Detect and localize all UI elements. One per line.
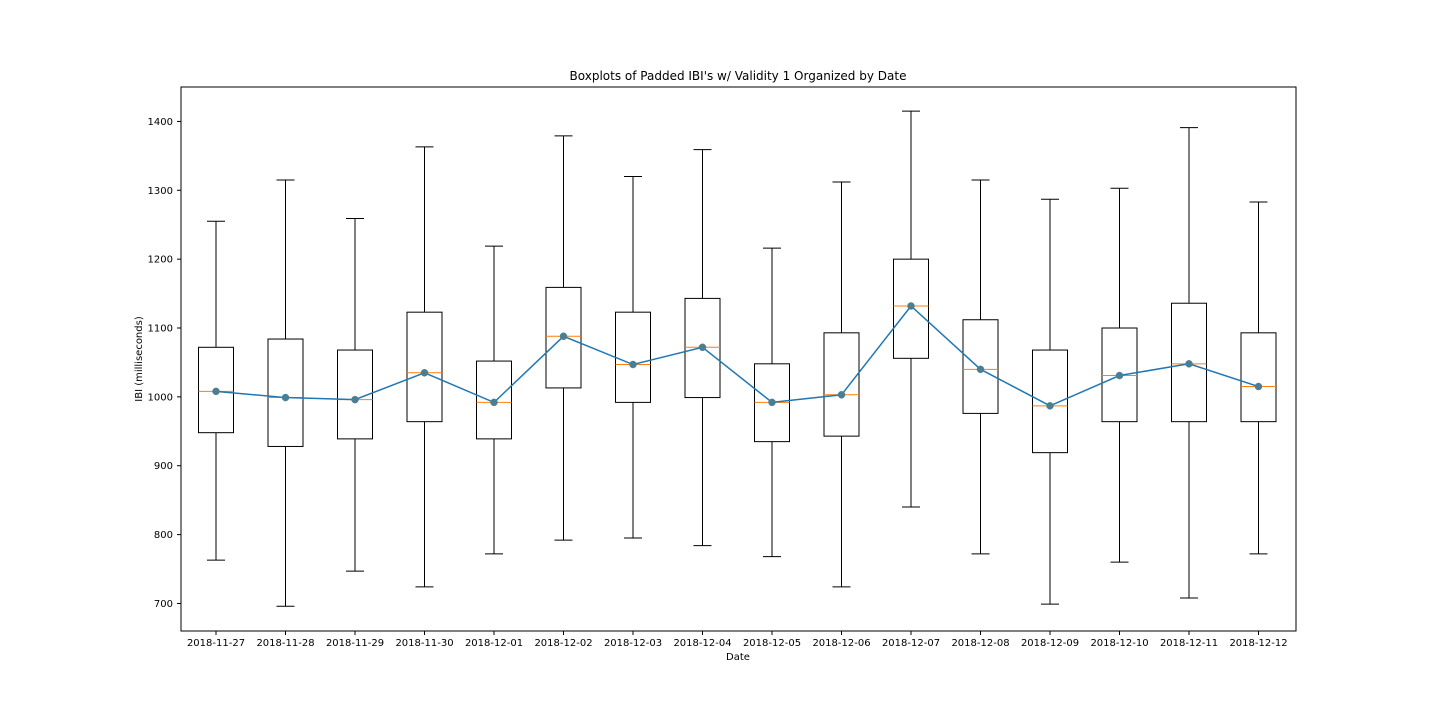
- box: [823, 332, 860, 437]
- series-point: [837, 391, 846, 399]
- series-point: [490, 398, 498, 407]
- x-tick-label: 2018-12-02: [534, 638, 592, 649]
- x-tick-label: 2018-11-28: [256, 638, 314, 649]
- y-tick-label: 1200: [148, 255, 173, 266]
- series-point: [907, 302, 915, 310]
- box: [1171, 302, 1207, 423]
- series-point: [976, 365, 985, 374]
- x-tick-label: 2018-12-06: [812, 638, 870, 649]
- boxplot-2018-12-11: [1171, 127, 1207, 599]
- series-point: [281, 393, 290, 402]
- y-tick-label: 900: [154, 461, 173, 472]
- boxplot-2018-12-01: [476, 245, 512, 555]
- box: [1032, 349, 1068, 454]
- y-axis-label: IBI (milliseconds): [134, 316, 145, 402]
- series-point: [768, 398, 776, 407]
- series-point: [1046, 402, 1054, 410]
- series-point: [212, 387, 220, 396]
- boxplot-2018-12-08: [962, 179, 999, 555]
- median-line-series: [212, 302, 1263, 410]
- box: [1240, 332, 1277, 423]
- boxplot-2018-12-07: [893, 110, 929, 508]
- series-point: [1115, 371, 1124, 380]
- box: [545, 286, 582, 389]
- series-point: [629, 360, 637, 369]
- x-tick-label: 2018-11-30: [395, 638, 453, 649]
- box: [1101, 327, 1138, 423]
- x-tick-label: 2018-12-10: [1090, 638, 1148, 649]
- y-tick-label: 800: [154, 530, 173, 541]
- series-point: [351, 395, 359, 404]
- series-point: [698, 343, 707, 352]
- y-tick-label: 1400: [148, 117, 173, 128]
- boxplot-2018-12-12: [1240, 201, 1277, 555]
- boxplot-2018-12-09: [1032, 198, 1068, 605]
- boxplot-2018-12-05: [754, 247, 790, 558]
- x-tick-label: 2018-12-12: [1229, 638, 1287, 649]
- y-tick-label: 700: [154, 599, 173, 610]
- series-point: [1185, 360, 1193, 368]
- chart-title: Boxplots of Padded IBI's w/ Validity 1 O…: [570, 69, 907, 83]
- x-tick-label: 2018-12-07: [882, 638, 940, 649]
- box: [337, 349, 373, 440]
- box: [406, 311, 443, 423]
- y-tick-label: 1100: [148, 324, 173, 335]
- box: [893, 258, 929, 359]
- x-tick-label: 2018-11-29: [326, 638, 384, 649]
- series-point: [559, 332, 568, 341]
- box: [198, 346, 234, 434]
- box: [962, 319, 999, 414]
- plot-frame: [180, 86, 1297, 632]
- boxplot-2018-12-04: [684, 149, 721, 547]
- x-tick-label: 2018-11-27: [187, 638, 245, 649]
- box: [684, 297, 721, 399]
- x-axis-label: Date: [726, 652, 750, 663]
- box: [267, 338, 304, 447]
- x-tick-label: 2018-12-11: [1160, 638, 1218, 649]
- x-tick-label: 2018-12-03: [604, 638, 662, 649]
- x-tick-label: 2018-12-05: [743, 638, 801, 649]
- series-line: [215, 304, 1259, 407]
- y-tick-label: 1300: [148, 186, 173, 197]
- box: [476, 360, 512, 440]
- x-tick-label: 2018-12-08: [951, 638, 1009, 649]
- y-axis: 700 800 900 1000 1100 1200 1300 1400: [148, 117, 181, 610]
- series-point: [1254, 382, 1263, 391]
- x-axis: 2018-11-27 2018-11-28 2018-11-29 2018-11-30…: [187, 631, 1288, 649]
- series-point: [420, 369, 429, 377]
- x-tick-label: 2018-12-04: [673, 638, 731, 649]
- x-tick-label: 2018-12-01: [465, 638, 523, 649]
- y-tick-label: 1000: [148, 392, 173, 403]
- x-tick-label: 2018-12-09: [1021, 638, 1079, 649]
